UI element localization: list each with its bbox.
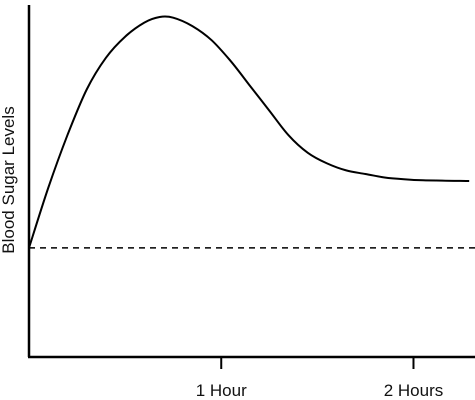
x-tick-label-1: 1 Hour [196, 381, 247, 400]
x-tick-label-2: 2 Hours [384, 381, 444, 400]
blood-sugar-curve [28, 15, 470, 249]
y-axis-label: Blood Sugar Levels [0, 106, 18, 253]
x-ticks-group: 1 Hour 2 Hours [196, 357, 444, 400]
